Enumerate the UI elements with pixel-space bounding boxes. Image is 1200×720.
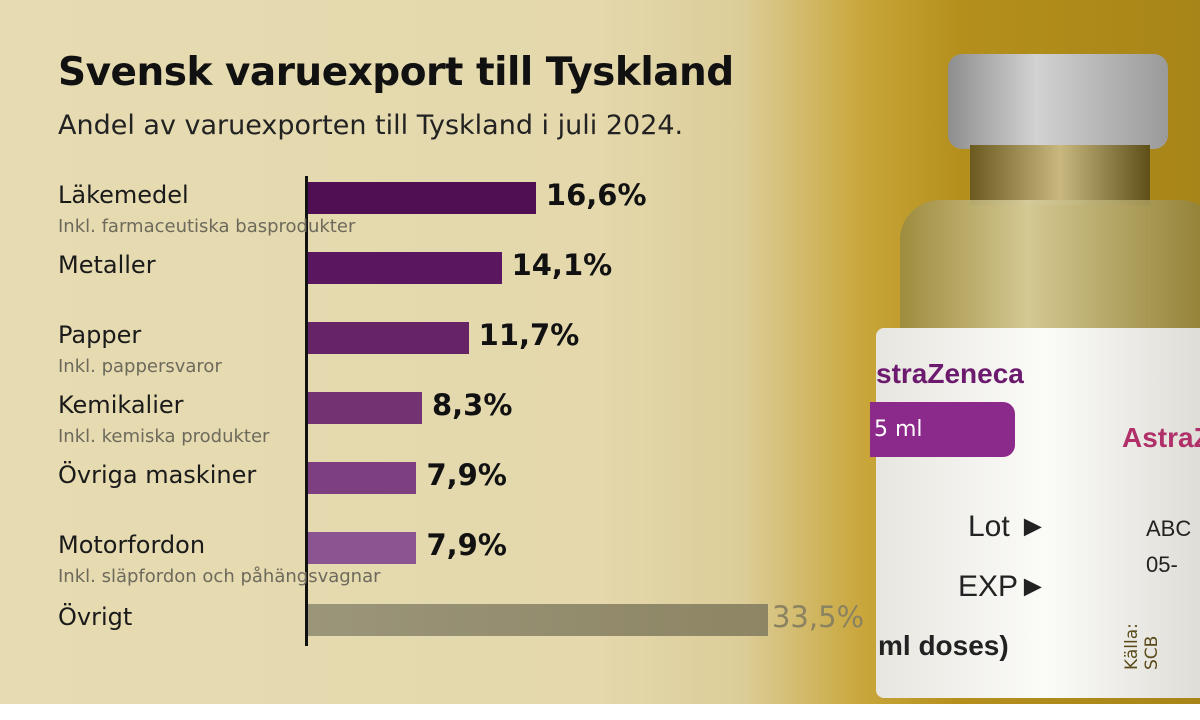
category-label: Papper <box>58 321 142 349</box>
category-note: Inkl. kemiska produkter <box>58 426 270 447</box>
photo-code1: ABC <box>1146 516 1192 541</box>
bar <box>308 252 502 284</box>
data-label: 33,5% <box>771 600 865 634</box>
vaccine-vial-photo: straZeneca 5 ml AstraZ Lot ► EXP► ml dos… <box>870 40 1200 720</box>
data-label: 7,9% <box>426 528 507 562</box>
category-label: Läkemedel <box>58 181 189 209</box>
bar <box>308 322 469 354</box>
photo-code2: 05- <box>1146 552 1178 577</box>
chart-title: Svensk varuexport till Tyskland <box>58 50 734 95</box>
photo-lot: Lot ► <box>968 510 1048 543</box>
data-label: 11,7% <box>478 318 580 352</box>
bar <box>308 604 768 636</box>
data-label: 14,1% <box>511 248 613 282</box>
bar <box>308 182 536 214</box>
category-label: Övrigt <box>58 603 133 631</box>
vial-label <box>876 328 1200 698</box>
category-label: Kemikalier <box>58 391 184 419</box>
photo-brand-2: AstraZ <box>1122 422 1200 453</box>
bar <box>308 532 417 564</box>
chart-subtitle: Andel av varuexporten till Tyskland i ju… <box>58 110 684 141</box>
category-label: Motorfordon <box>58 531 206 559</box>
bar <box>308 392 422 424</box>
category-note: Inkl. släpfordon och påhängsvagnar <box>58 566 381 587</box>
photo-pill: 5 ml <box>870 402 1015 457</box>
photo-doses: ml doses) <box>878 630 1009 661</box>
data-label: 8,3% <box>431 388 513 422</box>
photo-brand: straZeneca <box>876 358 1024 389</box>
category-note: Inkl. pappersvaror <box>58 356 222 377</box>
category-label: Övriga maskiner <box>58 461 257 489</box>
data-label: 16,6% <box>545 178 647 212</box>
vial-neck <box>970 145 1150 205</box>
data-label: 7,9% <box>426 458 507 492</box>
category-label: Metaller <box>58 251 156 279</box>
category-note: Inkl. farmaceutiska basprodukter <box>58 216 356 237</box>
bar <box>308 462 417 494</box>
source-label: Källa: SCB <box>1122 623 1162 670</box>
chart-axis <box>305 176 308 646</box>
photo-exp: EXP► <box>958 570 1048 603</box>
vial-cap <box>948 54 1168 149</box>
